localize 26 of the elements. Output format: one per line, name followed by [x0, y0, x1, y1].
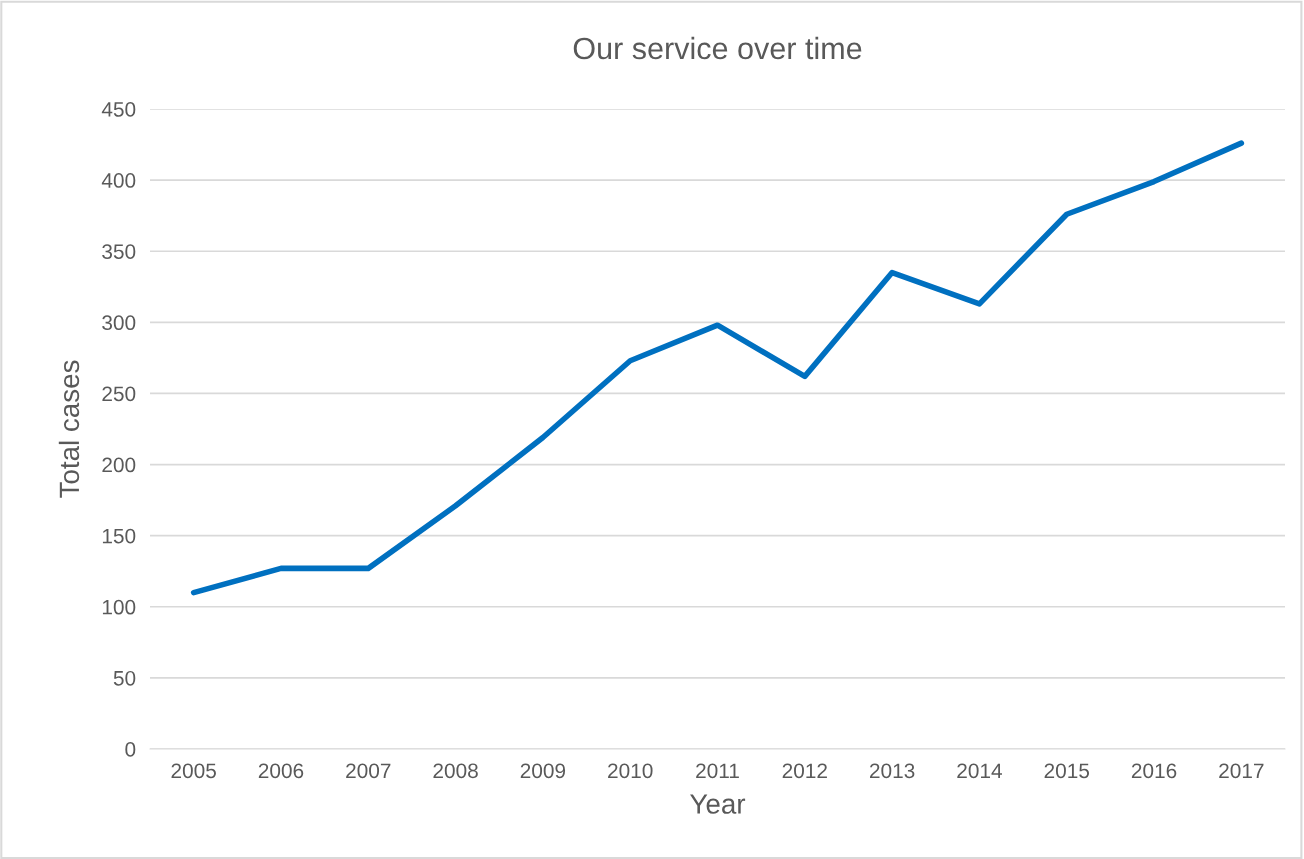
x-tick-label: 2017 [1219, 763, 1264, 779]
y-tick-label: 50 [113, 670, 136, 686]
x-tick-label: 2014 [957, 763, 1002, 779]
y-tick-label: 350 [102, 244, 136, 259]
x-axis-title: Year [690, 794, 746, 814]
x-tick-label: 2015 [1044, 763, 1090, 779]
y-tick-label: 200 [102, 457, 136, 473]
x-tick-label: 2010 [608, 763, 653, 779]
x-tick-label: 2007 [346, 763, 391, 779]
y-tick-label: 300 [102, 315, 136, 331]
y-tick-label: 250 [102, 386, 136, 402]
y-axis-title: Total cases [58, 360, 80, 498]
x-tick-label: 2005 [171, 763, 216, 779]
y-tick-label: 450 [101, 102, 136, 117]
y-tick-label: 100 [102, 599, 136, 615]
x-tick-label: 2008 [433, 763, 478, 779]
chart-title: Our service over time [573, 36, 862, 60]
y-tick-label: 400 [101, 173, 136, 188]
y-tick-label: 150 [102, 528, 136, 544]
x-tick-label: 2006 [258, 763, 304, 779]
x-tick-label: 2009 [520, 763, 566, 779]
x-tick-label: 2011 [696, 763, 739, 779]
x-tick-label: 2013 [869, 763, 915, 779]
x-tick-label: 2016 [1131, 763, 1177, 779]
y-tick-label: 0 [125, 742, 136, 757]
x-tick-label: 2012 [782, 763, 827, 779]
